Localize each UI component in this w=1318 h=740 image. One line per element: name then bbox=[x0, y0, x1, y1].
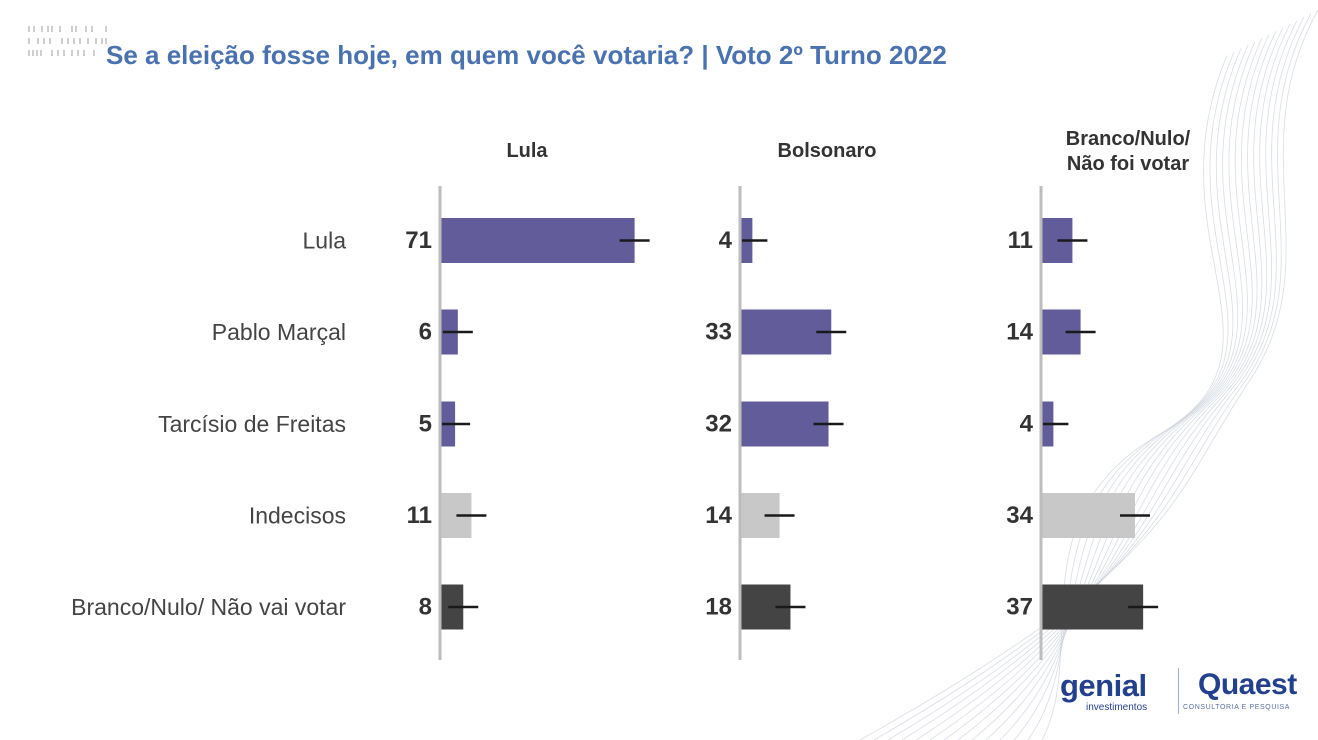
data-label: 5 bbox=[419, 411, 432, 438]
data-label: 71 bbox=[405, 227, 432, 254]
bar bbox=[1042, 493, 1135, 538]
genial-logo: genial bbox=[1060, 668, 1147, 703]
data-label: 14 bbox=[705, 502, 732, 529]
panel: Bolsonaro 4 33 32 14 18 bbox=[705, 140, 876, 660]
data-label: 4 bbox=[719, 227, 733, 254]
data-label: 18 bbox=[705, 594, 732, 621]
data-label: 8 bbox=[419, 594, 432, 621]
data-label: 34 bbox=[1006, 502, 1033, 529]
data-label: 11 bbox=[407, 502, 432, 529]
data-label: 37 bbox=[1006, 594, 1033, 621]
decorative-wave bbox=[999, 44, 1249, 740]
page-title: Se a eleição fosse hoje, em quem você vo… bbox=[106, 40, 947, 70]
row-label: Pablo Marçal bbox=[212, 319, 346, 345]
data-label: 14 bbox=[1006, 319, 1033, 346]
data-label: 6 bbox=[419, 319, 432, 346]
row-label: Branco/Nulo/ Não vai votar bbox=[71, 594, 346, 620]
bar bbox=[1042, 584, 1144, 630]
data-label: 32 bbox=[705, 411, 732, 438]
quaest-logo: Quaest bbox=[1198, 668, 1297, 701]
row-label: Tarcísio de Freitas bbox=[158, 411, 346, 437]
panel-title: Branco/Nulo/ bbox=[1066, 128, 1191, 150]
row-label: Indecisos bbox=[249, 503, 346, 529]
bar bbox=[441, 218, 635, 263]
genial-logo-subtitle: investimentos bbox=[1086, 702, 1148, 713]
quaest-logo-subtitle: CONSULTORIA E PESQUISA bbox=[1183, 704, 1291, 711]
data-label: 33 bbox=[705, 319, 732, 346]
panel-title: Bolsonaro bbox=[778, 140, 877, 162]
logo-divider bbox=[1178, 668, 1179, 714]
row-label: Lula bbox=[303, 228, 347, 254]
data-label: 4 bbox=[1020, 411, 1034, 438]
panel-title: Lula bbox=[506, 140, 548, 162]
panel: Branco/Nulo/Não foi votar 11 14 4 34 37 bbox=[1006, 128, 1191, 660]
panel-title: Não foi votar bbox=[1067, 153, 1189, 175]
title-marker-icon bbox=[28, 26, 107, 56]
decorative-wave bbox=[1041, 55, 1228, 740]
panel: Lula 71 6 5 11 8 bbox=[405, 140, 650, 660]
data-label: 11 bbox=[1008, 227, 1033, 254]
logos: genial investimentos Quaest CONSULTORIA … bbox=[1058, 668, 1308, 718]
